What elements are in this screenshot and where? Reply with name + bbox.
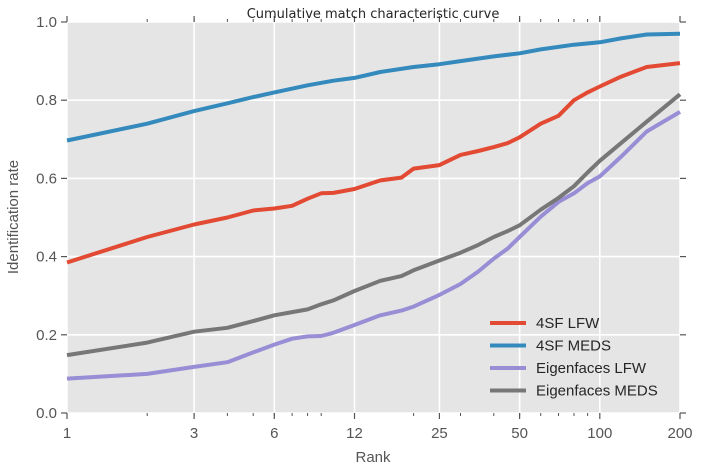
x-tick-label: 1: [63, 425, 71, 442]
y-tick-label: 0.4: [36, 249, 57, 266]
legend-label-4sf-meds: 4SF MEDS: [536, 338, 611, 355]
x-tick-label: 25: [431, 425, 448, 442]
grid-lines: [66, 21, 681, 414]
x-tick-label: 3: [190, 425, 198, 442]
series-line-4sf-lfw: [66, 61, 681, 265]
series-line-4sf-meds: [66, 31, 681, 143]
x-tick-label: 100: [587, 425, 612, 442]
chart-title: Cumulative match characteristic curve: [247, 7, 500, 22]
x-axis-label: Rank: [355, 449, 391, 466]
legend-label-eigenfaces-meds: Eigenfaces MEDS: [536, 383, 658, 400]
legend-label-eigenfaces-lfw: Eigenfaces LFW: [536, 360, 647, 377]
plot-background: [67, 22, 680, 413]
y-tick-label: 0.6: [36, 170, 57, 187]
legend-label-4sf-lfw: 4SF LFW: [536, 315, 600, 332]
y-tick-label: 0.0: [36, 405, 57, 422]
y-tick-label: 1.0: [36, 14, 57, 31]
y-tick-label: 0.8: [36, 92, 57, 109]
series-line-eigenfaces-lfw: [66, 110, 682, 381]
axis-ticks: [61, 16, 686, 419]
y-axis-label: Identification rate: [5, 160, 22, 274]
x-tick-label: 12: [346, 425, 363, 442]
legend: 4SF LFW 4SF MEDS Eigenfaces LFW Eigenfaces …: [490, 315, 658, 400]
y-tick-label: 0.2: [36, 327, 57, 344]
series-line-eigenfaces-meds: [66, 92, 682, 358]
x-tick-label: 200: [667, 425, 692, 442]
x-tick-label: 50: [511, 425, 528, 442]
tick-labels: 0.0 0.2 0.4 0.6 0.8 1.0 1 3 6 12 25 50 100 200: [36, 14, 692, 442]
series-layer: [66, 31, 682, 381]
x-tick-label: 6: [270, 425, 278, 442]
